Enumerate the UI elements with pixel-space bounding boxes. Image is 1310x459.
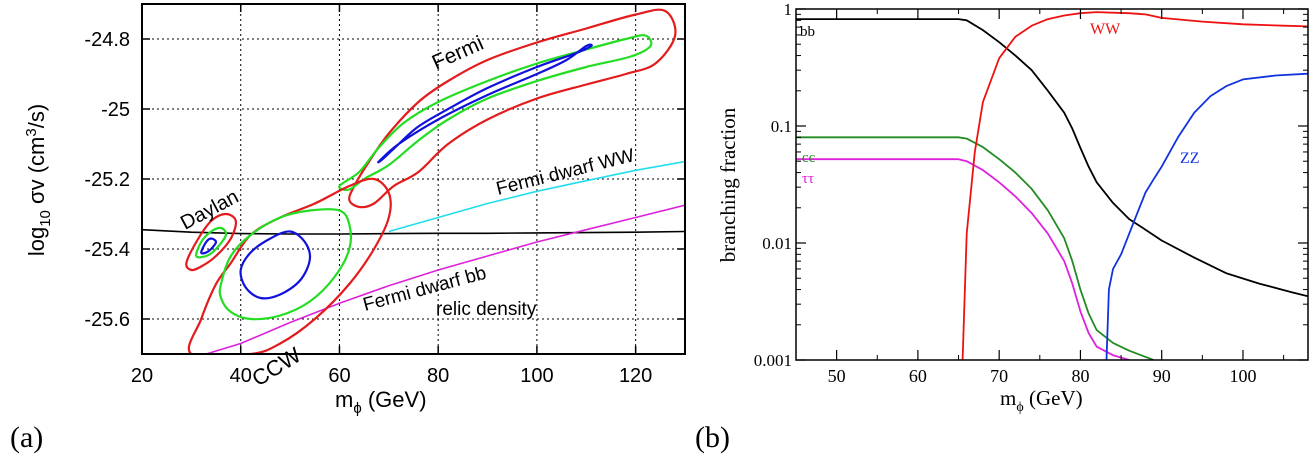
contour-daylan-red xyxy=(185,212,238,272)
b-y-axis-label: branching fraction xyxy=(716,107,740,262)
annotation-relic-density: relic density xyxy=(436,299,537,320)
b-x-tick-label: 100 xyxy=(1229,366,1256,386)
annotation-fermi-dwarf-ww: Fermi dwarf WW xyxy=(494,145,636,200)
a-y-tick-label: -25 xyxy=(101,99,130,121)
a-x-axis-label: mϕ (GeV) xyxy=(335,387,427,417)
a-contours xyxy=(185,8,677,354)
b-y-tick-label: 0.1 xyxy=(771,117,792,136)
a-x-tick-label: 60 xyxy=(328,365,350,387)
a-y-tick-label: -25.6 xyxy=(84,309,130,331)
b-x-axis-label: mϕ (GeV) xyxy=(1000,386,1083,415)
b-y-tick-label: 0.001 xyxy=(754,351,792,370)
b-line-bb xyxy=(796,18,1308,298)
contour-daylan-blue xyxy=(200,237,218,255)
b-line-zz xyxy=(1105,72,1308,360)
contour-fermi-blue xyxy=(377,43,593,164)
a-x-tick-label: 80 xyxy=(427,365,449,387)
b-x-tick-label: 70 xyxy=(990,366,1008,386)
a-x-tick-label: 20 xyxy=(131,365,153,387)
series-label-ww: WW xyxy=(1090,21,1121,38)
a-y-tick-label: -25.2 xyxy=(84,169,130,191)
b-line-cc xyxy=(796,136,1154,360)
series-label-tautau: ττ xyxy=(802,171,814,187)
a-y-tick-label: -25.4 xyxy=(84,239,130,261)
b-x-tick-label: 60 xyxy=(909,366,927,386)
series-label-zz: ZZ xyxy=(1180,150,1200,167)
contour-ccw-green xyxy=(218,208,352,321)
series-label-cc: cc xyxy=(802,150,816,166)
b-y-tick-label: 0.01 xyxy=(762,234,792,253)
b-line-ww xyxy=(961,11,1308,360)
b-x-tick-label: 90 xyxy=(1153,366,1171,386)
a-y-tick-label: -24.8 xyxy=(84,29,130,51)
a-x-tick-label: 40 xyxy=(230,365,252,387)
contour-ccw-blue xyxy=(239,230,312,300)
panel-a: 20 40 60 80 100 120 -24.8 -25 -25.2 -25.4 -25.6 Fe… xyxy=(10,3,686,454)
annotation-daylan: Daylan xyxy=(177,186,242,235)
series-label-bb: bb xyxy=(800,24,815,40)
b-y-tick-label: 1 xyxy=(784,0,793,19)
b-line-tautau xyxy=(796,158,1130,360)
b-x-tick-label: 50 xyxy=(828,366,846,386)
panel-a-label: (a) xyxy=(10,421,43,454)
b-lines xyxy=(796,11,1308,360)
a-x-tick-label: 100 xyxy=(520,365,553,387)
panel-b-label: (b) xyxy=(695,421,730,454)
a-y-axis-label: log10 σv (cm3/s) xyxy=(23,104,54,256)
panel-b: 50 60 70 80 90 100 0.001 0.01 0.1 1 bb cc ττ WW Z… xyxy=(695,0,1309,454)
annotation-fermi: Fermi xyxy=(429,32,487,75)
b-plot-frame xyxy=(795,8,1309,361)
contour-daylan-green xyxy=(195,226,228,259)
b-x-tick-label: 80 xyxy=(1071,366,1089,386)
b-ticks: 50 60 70 80 90 100 0.001 0.01 0.1 1 xyxy=(754,0,1308,386)
annotation-ccw: CCW xyxy=(247,342,305,391)
a-ticks: 20 40 60 80 100 120 -24.8 -25 -25.2 -25.4 -25.6 xyxy=(84,4,685,387)
contour-fermi-green xyxy=(338,34,653,191)
a-x-tick-label: 120 xyxy=(619,365,652,387)
a-line-fermi-dwarf-bb xyxy=(205,204,685,354)
a-line-fermi-dwarf-ww xyxy=(388,160,685,233)
